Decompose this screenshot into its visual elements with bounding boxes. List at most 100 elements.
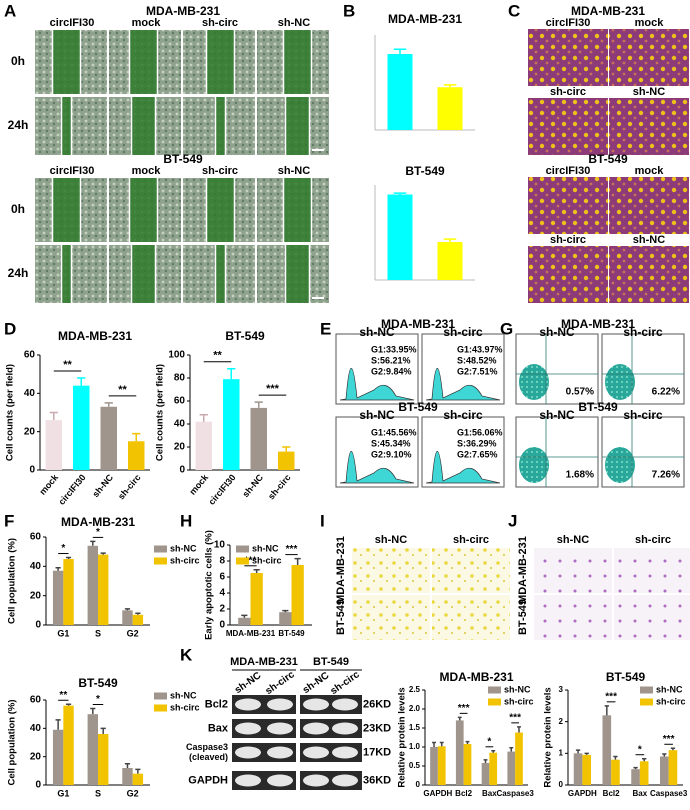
bar — [660, 756, 669, 785]
error-bar — [49, 411, 58, 421]
x-tick-label: Bax — [482, 789, 497, 798]
wound — [283, 178, 312, 242]
x-tick-label: S — [95, 788, 101, 798]
wound — [129, 30, 158, 94]
wound-edge — [51, 30, 82, 94]
sig-label: ** — [213, 350, 222, 362]
legend-swatch — [154, 557, 167, 565]
panel-letter: A — [4, 1, 16, 20]
bar — [122, 610, 133, 625]
bar — [100, 406, 117, 470]
bar — [132, 614, 144, 625]
y-axis-label: Early apoptotic cells (%) — [204, 530, 215, 640]
legend-swatch — [640, 686, 653, 694]
y-tick-label: 2 — [219, 604, 225, 615]
y-axis-label: Cell population (%) — [7, 538, 18, 624]
bar — [52, 570, 64, 625]
bar — [87, 714, 98, 785]
sig-label: ** — [118, 384, 127, 396]
sig-label: * — [638, 744, 642, 755]
y-tick-label: 40 — [174, 419, 186, 430]
label: sh-NC — [359, 408, 395, 422]
error-bar — [55, 567, 61, 571]
group-title: BT-549 — [578, 400, 618, 414]
legend-swatch — [154, 692, 167, 700]
label: 17KD — [363, 746, 391, 758]
bar — [73, 385, 90, 470]
legend-label: sh-circ — [170, 555, 200, 565]
bar — [507, 751, 516, 785]
label: sh-NC — [233, 670, 263, 696]
y-axis-label: Relative protein levels — [397, 687, 408, 787]
error-bar — [90, 707, 96, 715]
error-bar — [633, 766, 638, 770]
wound — [61, 245, 72, 303]
group-title: BT-549 — [588, 152, 628, 166]
wound — [215, 97, 226, 155]
y-tick-label: 1.5 — [409, 723, 421, 732]
label: sh-NC — [359, 325, 395, 339]
wound — [283, 30, 312, 94]
wound — [285, 97, 310, 155]
x-tick-label: circIFI30 — [56, 472, 87, 506]
group-title: BT-549 — [163, 152, 203, 166]
band — [332, 722, 358, 735]
group-title: BT-549 — [398, 400, 438, 414]
band — [235, 698, 261, 711]
label: sh-circ — [623, 325, 663, 339]
error-bar — [457, 716, 462, 721]
panel-letter: H — [180, 511, 192, 530]
label: S:48.52% — [457, 355, 497, 365]
gate — [516, 334, 598, 404]
label: MDA-MB-231 — [230, 656, 298, 668]
error-bar — [227, 368, 236, 380]
y-axis-label: Cell population (%) — [7, 699, 18, 785]
bar — [515, 732, 523, 785]
y-tick-label: 60 — [174, 396, 186, 407]
wound — [52, 178, 81, 242]
wound-edge — [214, 245, 227, 303]
label: MDA-MB-231 — [335, 536, 347, 604]
wound — [206, 178, 235, 242]
x-tick-label: Bcl2 — [603, 789, 620, 798]
x-tick-label: G2 — [127, 788, 139, 798]
bar — [98, 554, 109, 625]
wound-edge — [205, 178, 236, 242]
x-tick-label: GAPDH — [568, 789, 597, 798]
legend-label: sh-NC — [656, 684, 683, 694]
label: mock — [132, 165, 162, 177]
error-bar — [491, 750, 496, 753]
bar — [63, 705, 74, 785]
label: Bax — [208, 722, 229, 734]
label: sh-circ — [202, 17, 238, 29]
band — [235, 746, 261, 759]
label: G2:9.84% — [371, 366, 412, 376]
bar — [279, 612, 292, 625]
dot-cloud — [605, 364, 635, 400]
x-tick-label: G1 — [57, 788, 69, 798]
label: G1:33.95% — [371, 344, 417, 354]
image — [432, 595, 510, 640]
bar — [278, 451, 295, 470]
label: G2:9.10% — [371, 449, 412, 459]
label: sh-NC — [278, 17, 310, 29]
error-bar — [432, 741, 436, 747]
band — [332, 746, 358, 759]
histogram — [339, 450, 415, 484]
error-bar — [65, 556, 72, 559]
panel-letter: C — [508, 1, 520, 20]
y-axis-label: Relative protein levels — [543, 687, 554, 787]
x-tick-label: Bcl2 — [455, 789, 472, 798]
label: 1.68% — [566, 470, 594, 481]
x-tick-label: sh-NC — [90, 472, 115, 499]
panel-letter: E — [320, 319, 331, 338]
label: mock — [635, 165, 665, 177]
label: sh-circ — [328, 669, 362, 697]
y-axis-label: Cell counts (per field) — [155, 364, 166, 461]
chart-title: MDA-MB-231 — [388, 12, 462, 26]
image — [432, 548, 510, 593]
dot-cloud — [605, 447, 635, 483]
chart-title: BT-549 — [78, 676, 118, 690]
error-bar — [199, 414, 208, 422]
